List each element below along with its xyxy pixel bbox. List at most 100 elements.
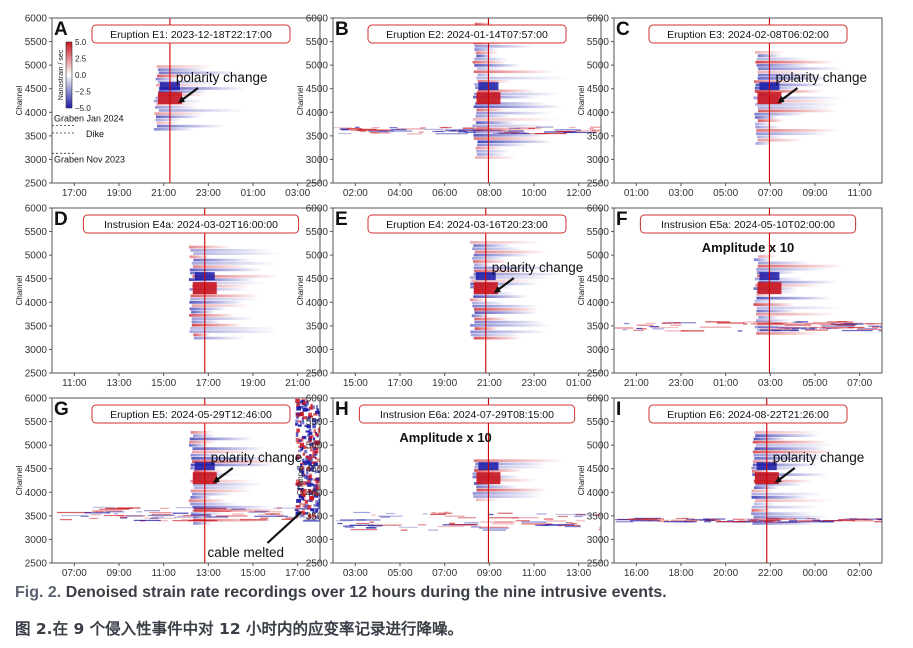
cable-noise — [314, 515, 320, 519]
cable-noise — [312, 422, 318, 425]
signal-stripe — [474, 250, 549, 254]
panel-frame — [332, 397, 602, 564]
signal-stripe — [754, 499, 834, 503]
signal-stripe — [473, 133, 546, 137]
cable-noise — [305, 430, 310, 433]
noise-streak — [515, 520, 530, 522]
y-axis-title: Channel — [296, 465, 305, 495]
event-title-box — [91, 404, 291, 424]
noise-streak — [443, 511, 450, 513]
cable-noise — [299, 420, 305, 425]
signal-stripe — [157, 68, 208, 71]
cable-noise — [311, 434, 314, 438]
noise-streak — [845, 322, 863, 324]
y-tick-label: 4500 — [25, 464, 48, 475]
noise-streak — [686, 518, 694, 521]
noise-streak — [830, 323, 857, 325]
y-tick-label: 3500 — [587, 511, 610, 522]
noise-streak — [544, 524, 575, 526]
noise-streak — [476, 126, 490, 128]
signal-stripe — [189, 255, 211, 259]
noise-streak — [837, 321, 847, 323]
noise-streak — [369, 132, 379, 134]
y-tick-label: 6000 — [587, 14, 610, 25]
signal-stripe — [156, 74, 195, 78]
noise-streak — [302, 520, 320, 522]
noise-streak — [878, 330, 882, 332]
signal-stripe — [475, 498, 500, 502]
event-title-box — [648, 24, 848, 44]
signal-stripe — [752, 440, 831, 444]
signal-stripe — [473, 295, 528, 299]
x-tick-label: 20:00 — [713, 568, 738, 579]
noise-streak — [852, 520, 875, 522]
noise-streak — [57, 511, 91, 514]
signal-stripe — [758, 99, 834, 103]
signal-stripe — [473, 272, 564, 276]
noise-streak — [843, 322, 864, 325]
cable-noise — [315, 433, 319, 437]
cable-noise — [313, 504, 318, 507]
cable-noise — [297, 484, 300, 488]
signal-stripe — [754, 300, 778, 303]
noise-streak — [356, 129, 387, 131]
noise-streak — [435, 133, 468, 135]
cable-noise — [315, 419, 320, 422]
signal-stripe — [470, 282, 538, 286]
noise-streak — [574, 515, 583, 518]
noise-streak — [792, 328, 800, 330]
noise-streak — [487, 517, 519, 519]
noise-streak — [356, 129, 391, 131]
y-tick-label: 2500 — [306, 369, 329, 380]
panel-F: 2500 3000 3500 4000 4500 5000 5500 6000 Channel 2… — [577, 204, 883, 389]
event-title: Eruption E1: 2023-12-18T22:17:00 — [110, 29, 272, 41]
y-tick-label: 6000 — [306, 204, 329, 215]
signal-stripe — [472, 301, 507, 305]
noise-streak — [708, 518, 719, 521]
noise-streak — [285, 517, 298, 519]
x-tick-label: 09:00 — [106, 568, 131, 579]
noise-streak — [571, 522, 578, 525]
noise-streak — [703, 518, 726, 520]
noise-streak — [599, 526, 601, 529]
signal-stripe — [191, 320, 221, 324]
y-tick-label: 5000 — [587, 251, 610, 262]
signal-stripe — [755, 283, 823, 287]
noise-streak — [464, 131, 476, 133]
y-axis-title: Channel — [296, 85, 305, 115]
cable-noise — [315, 404, 319, 410]
noise-streak — [733, 518, 745, 521]
x-tick-label: 22:00 — [758, 568, 783, 579]
signal-stripe — [755, 434, 821, 438]
signal-stripe — [757, 119, 784, 123]
signal-stripe — [474, 320, 546, 324]
noise-streak — [680, 330, 705, 332]
colorbar-title: Nanostrain / sec — [58, 49, 65, 100]
cable-noise — [303, 403, 308, 408]
signal-stripe — [757, 67, 843, 71]
noise-streak — [380, 516, 391, 518]
cable-noise — [315, 500, 319, 506]
x-tick-label: 06:00 — [432, 188, 457, 199]
noise-streak — [462, 127, 476, 129]
noise-streak — [215, 515, 248, 517]
cable-noise — [308, 412, 312, 418]
signal-stripe — [189, 307, 228, 311]
cable-noise — [300, 463, 303, 467]
cable-noise — [297, 439, 302, 442]
y-tick-label: 5000 — [587, 61, 610, 72]
y-axis-title: Channel — [15, 275, 24, 305]
signal-stripe — [757, 70, 810, 74]
signal-stripe — [752, 473, 830, 477]
event-title-box — [367, 214, 567, 234]
noise-streak — [555, 130, 573, 133]
noise-streak — [589, 128, 594, 130]
noise-streak — [669, 322, 697, 324]
signal-stripe — [193, 333, 211, 337]
noise-streak — [181, 518, 204, 520]
cable-noise — [316, 408, 319, 412]
cable-noise — [317, 427, 320, 432]
signal-stripe — [156, 84, 209, 87]
noise-streak — [344, 526, 356, 528]
x-tick-label: 19:00 — [106, 188, 131, 199]
